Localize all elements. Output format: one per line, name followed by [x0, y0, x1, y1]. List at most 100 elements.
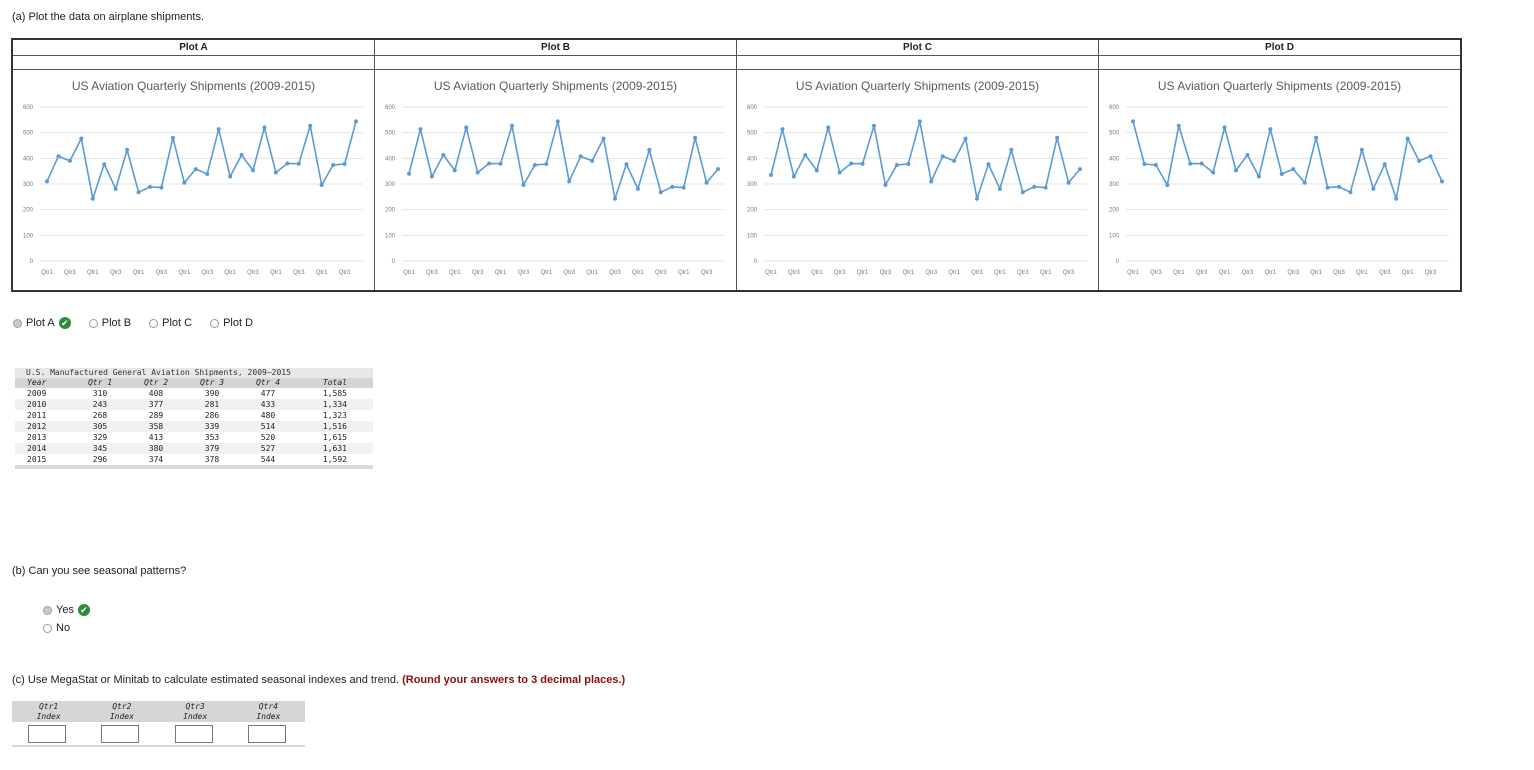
column-header: Qtr 4: [240, 378, 296, 388]
data-point: [963, 136, 968, 141]
plot-b-option[interactable]: Plot B: [88, 317, 131, 329]
y-tick-label: 500: [747, 131, 758, 137]
table-cell: 477: [260, 389, 276, 398]
data-point: [716, 167, 720, 172]
y-tick-label: 600: [747, 105, 758, 111]
data-point: [704, 180, 709, 185]
data-point: [429, 174, 434, 179]
qtr3-index-input[interactable]: [174, 725, 213, 744]
table-cell: 2013: [27, 433, 47, 442]
plot-d: Plot D US Aviation Quarterly Shipments (2…: [1099, 40, 1460, 290]
data-point: [1222, 125, 1227, 130]
data-point: [67, 158, 72, 163]
x-tick-label: Qtr3: [1063, 270, 1075, 276]
radio-button[interactable]: [13, 318, 22, 328]
x-tick-label: Qtr1: [224, 270, 236, 276]
y-tick-label: 0: [1116, 259, 1120, 265]
data-point: [1302, 180, 1307, 185]
data-point: [601, 136, 606, 141]
x-tick-label: Qtr1: [586, 270, 598, 276]
plot-header: Plot B: [375, 40, 736, 56]
option-label: Yes: [56, 604, 74, 616]
data-point: [590, 158, 595, 163]
data-point: [136, 190, 141, 195]
data-point: [475, 170, 480, 175]
yes-option[interactable]: Yes ✔: [43, 604, 90, 616]
y-tick-label: 300: [1109, 182, 1120, 188]
data-point: [1009, 147, 1014, 152]
data-point: [826, 125, 831, 130]
table-row: 2011 268 289 286 480 1,323: [15, 410, 373, 421]
y-tick-label: 100: [747, 233, 758, 239]
table-cell: 345: [72, 443, 128, 454]
data-point: [487, 161, 492, 166]
table-cell: 305: [72, 421, 128, 432]
y-tick-label: 0: [392, 259, 396, 265]
table-row: 2013 329 413 353 520 1,615: [15, 432, 373, 443]
plot-a: Plot A US Aviation Quarterly Shipments (2…: [13, 40, 375, 290]
data-point: [239, 152, 244, 157]
qtr2-index-input[interactable]: [101, 725, 140, 744]
qtr4-index-input[interactable]: [247, 725, 286, 744]
data-point: [205, 171, 210, 176]
data-point: [1055, 135, 1060, 140]
plot-c: Plot C US Aviation Quarterly Shipments (2…: [737, 40, 1099, 290]
data-point: [578, 154, 583, 159]
column-header: Total: [296, 378, 373, 388]
y-tick-label: 0: [30, 259, 34, 265]
data-point: [894, 163, 899, 168]
plot-d-option[interactable]: Plot D: [210, 317, 253, 329]
x-tick-label: Qtr3: [156, 270, 168, 276]
data-point: [929, 179, 934, 184]
plot-grid: Plot A US Aviation Quarterly Shipments (2…: [11, 38, 1462, 292]
x-tick-label: Qtr1: [270, 270, 282, 276]
radio-button[interactable]: [149, 318, 159, 328]
y-tick-label: 500: [23, 131, 34, 137]
plot-a-option[interactable]: Plot A ✔: [13, 317, 71, 329]
data-point: [1043, 185, 1048, 190]
x-tick-label: Qtr1: [632, 270, 644, 276]
data-point: [464, 125, 469, 130]
table-cell: 527: [240, 443, 296, 454]
qtr1-index-input[interactable]: [28, 725, 66, 744]
x-tick-label: Qtr3: [201, 270, 213, 276]
x-tick-label: Qtr3: [110, 270, 122, 276]
data-point: [285, 161, 290, 166]
radio-button[interactable]: [210, 318, 220, 328]
data-point: [319, 183, 324, 188]
table-cell: 1,585: [322, 389, 347, 398]
data-point: [1142, 161, 1147, 166]
table-cell: 296: [92, 455, 108, 464]
x-tick-label: Qtr1: [403, 270, 415, 276]
line-chart: US Aviation Quarterly Shipments (2009-20…: [747, 79, 1087, 276]
table-cell: 520: [260, 433, 276, 442]
data-point: [647, 147, 652, 152]
radio-button[interactable]: [88, 318, 98, 328]
table-cell: 1,592: [322, 455, 347, 464]
data-point: [510, 123, 514, 128]
data-point: [216, 127, 221, 132]
data-point: [791, 174, 796, 179]
table-cell: 2012: [15, 421, 72, 432]
column-header: Year: [15, 378, 72, 388]
y-tick-label: 200: [1109, 208, 1120, 214]
data-point: [193, 167, 198, 172]
y-tick-label: 600: [1109, 105, 1120, 111]
table-cell: 480: [260, 411, 276, 420]
line-chart: US Aviation Quarterly Shipments (2009-20…: [1109, 79, 1449, 276]
data-point: [658, 190, 663, 195]
data-point: [567, 179, 572, 184]
y-tick-label: 400: [23, 156, 34, 162]
x-tick-label: Qtr1: [1264, 270, 1276, 276]
table-cell: 390: [204, 389, 220, 398]
radio-button[interactable]: [43, 623, 52, 633]
plot-c-option[interactable]: Plot C: [149, 317, 192, 329]
table-row: 2015 296 374 378 544 1,592: [15, 454, 373, 465]
data-point: [331, 163, 336, 168]
y-tick-label: 100: [23, 233, 34, 239]
option-label: No: [56, 622, 71, 634]
no-option[interactable]: No: [43, 622, 90, 634]
data-point: [251, 168, 255, 173]
table-row: 2009 310 408 390 477 1,585: [15, 388, 373, 399]
radio-button[interactable]: [43, 605, 52, 615]
